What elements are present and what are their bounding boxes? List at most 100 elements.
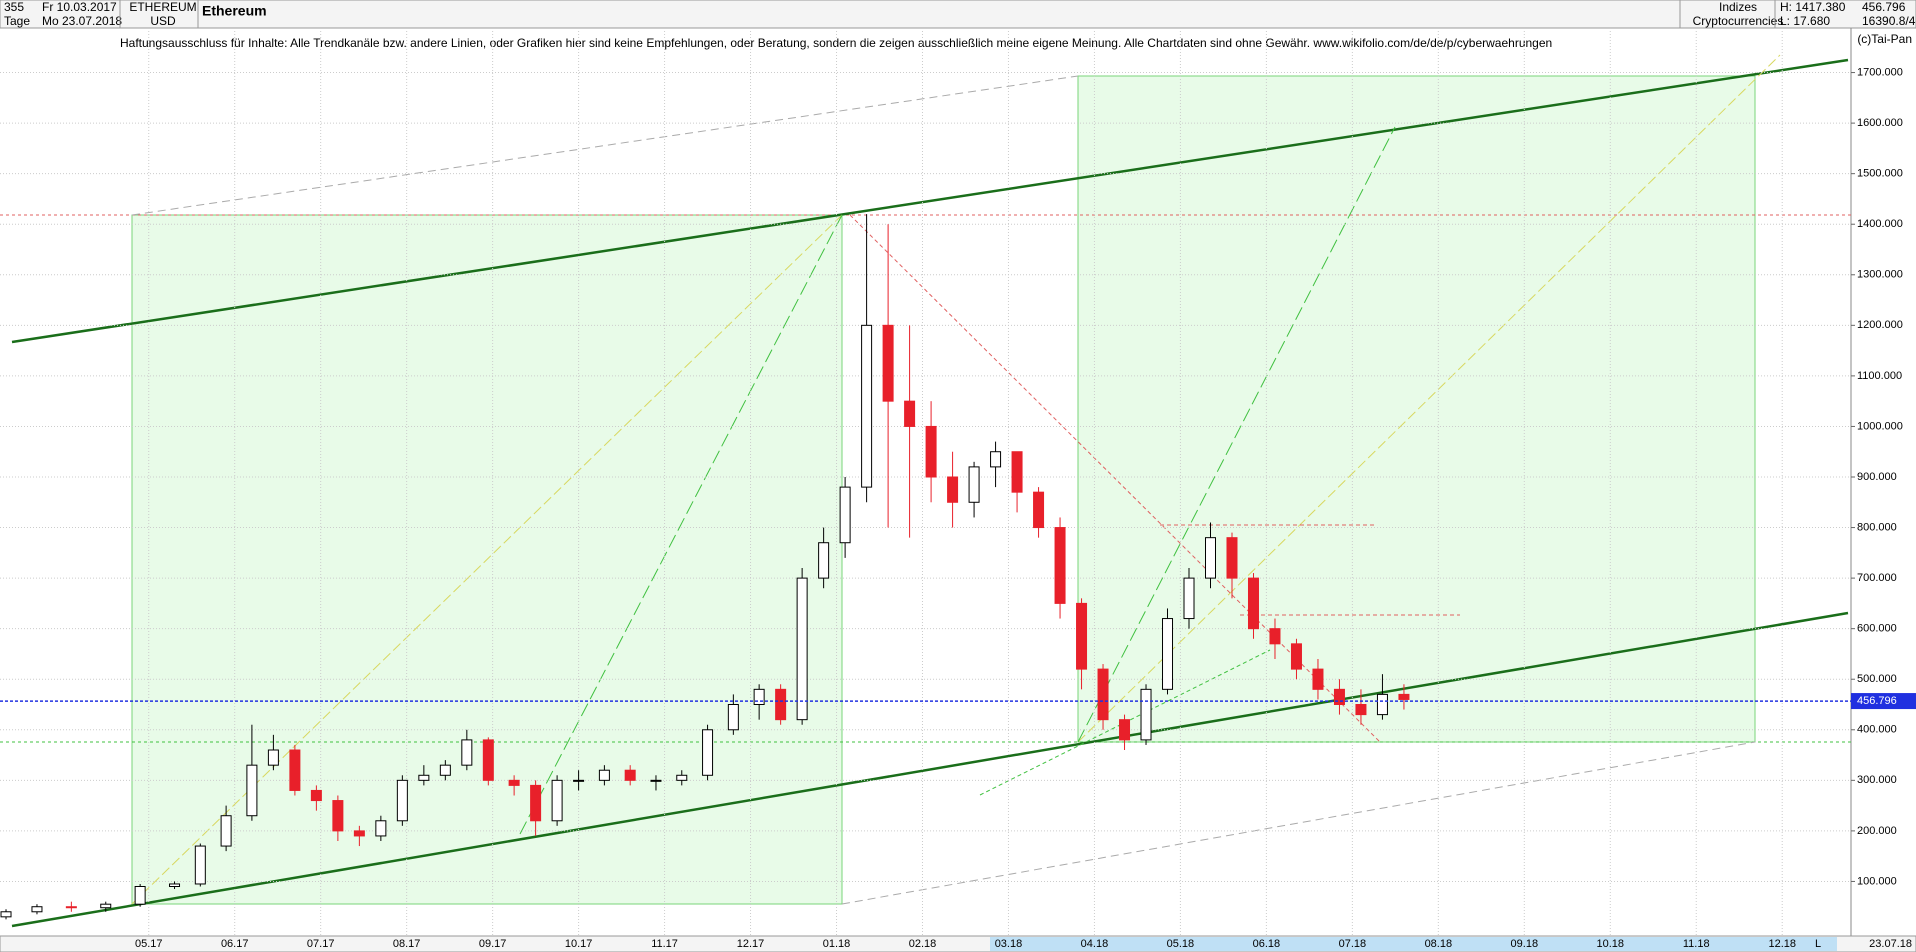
volume: 16390.8/4 bbox=[1862, 14, 1916, 28]
footer-date: 23.07.18 bbox=[1869, 938, 1912, 950]
header-bar bbox=[0, 0, 1916, 29]
candle-body bbox=[650, 779, 662, 782]
subgroup: Cryptocurrencies bbox=[1693, 14, 1784, 28]
candle-body bbox=[1269, 628, 1281, 645]
last-price-box bbox=[1851, 693, 1916, 710]
group: Indizes bbox=[1719, 0, 1757, 14]
candle-body bbox=[375, 820, 387, 837]
fan-line bbox=[131, 214, 843, 905]
candle-body bbox=[598, 769, 610, 781]
x-tick-label: 01.18 bbox=[823, 938, 851, 950]
y-tick-label: 1700.000 bbox=[1857, 66, 1903, 78]
y-tick-label: 200.000 bbox=[1857, 825, 1897, 837]
trend-line bbox=[841, 741, 1756, 905]
x-tick-label: 04.18 bbox=[1081, 938, 1109, 950]
candle-body bbox=[727, 704, 739, 731]
y-tick-label: 500.000 bbox=[1857, 673, 1897, 685]
candle-body bbox=[100, 903, 112, 909]
drawings bbox=[0, 54, 1851, 928]
candle-body bbox=[968, 466, 980, 503]
period-count[interactable]: 355 bbox=[4, 0, 24, 14]
x-tick-label: 02.18 bbox=[909, 938, 937, 950]
candle-body bbox=[461, 739, 473, 766]
x-tick-label: 06.18 bbox=[1253, 938, 1281, 950]
candle-body bbox=[990, 451, 1002, 468]
candle-body bbox=[220, 815, 232, 847]
x-tick-label: 05.18 bbox=[1167, 938, 1195, 950]
candle-body bbox=[1355, 704, 1367, 716]
candle-body bbox=[624, 769, 636, 781]
candle-body bbox=[289, 749, 301, 791]
x-tick-label: 12.17 bbox=[737, 938, 765, 950]
x-tick-label: 03.18 bbox=[995, 938, 1023, 950]
y-tick-label: 400.000 bbox=[1857, 724, 1897, 736]
date-from: Fr 10.03.2017 bbox=[42, 0, 117, 14]
y-tick-label: 1000.000 bbox=[1857, 420, 1903, 432]
unit[interactable]: Tage bbox=[4, 14, 30, 28]
candle-body bbox=[573, 779, 585, 782]
last-price-label: 456.796 bbox=[1857, 695, 1897, 707]
candle-body bbox=[530, 784, 542, 822]
low: L: 17.680 bbox=[1780, 14, 1830, 28]
x-tick-label: 08.18 bbox=[1425, 938, 1453, 950]
y-tick-label: 1300.000 bbox=[1857, 269, 1903, 281]
candle-body bbox=[1140, 688, 1152, 741]
x-tick-label: 07.17 bbox=[307, 938, 335, 950]
candle-body bbox=[0, 911, 12, 918]
candle-body bbox=[1183, 577, 1195, 620]
candle-body bbox=[65, 906, 77, 909]
fan-line bbox=[1077, 126, 1396, 743]
candle-body bbox=[1011, 451, 1023, 493]
copyright: (c)Tai-Pan bbox=[1857, 32, 1912, 46]
candle-body bbox=[31, 906, 43, 913]
symbol: ETHEREUM bbox=[129, 0, 196, 14]
candle-body bbox=[439, 764, 451, 776]
candle-body bbox=[1205, 537, 1217, 579]
candle-body bbox=[904, 400, 916, 427]
plot: 100.000 200.000 300.000 400.000 500.000 600.0… bbox=[0, 28, 1916, 936]
candle-body bbox=[1376, 693, 1388, 716]
candle-body bbox=[246, 764, 258, 817]
candle-body bbox=[1033, 491, 1045, 529]
candle-body bbox=[1054, 527, 1066, 604]
footer-scale: L bbox=[1815, 938, 1821, 950]
x-tick-label: 05.17 bbox=[135, 938, 163, 950]
y-tick-label: 900.000 bbox=[1857, 471, 1897, 483]
candle-body bbox=[551, 779, 563, 822]
x-tick-label: 06.17 bbox=[221, 938, 249, 950]
instrument-name: Ethereum bbox=[202, 3, 267, 19]
candle-body bbox=[1398, 693, 1410, 700]
x-tick-label: 11.18 bbox=[1683, 938, 1710, 950]
candle-body bbox=[267, 749, 279, 766]
x-tick-label: 12.18 bbox=[1768, 938, 1796, 950]
x-tick-label: 07.18 bbox=[1339, 938, 1367, 950]
last: 456.796 bbox=[1862, 0, 1906, 14]
y-tick-label: 1500.000 bbox=[1857, 168, 1903, 180]
candle-body bbox=[1076, 602, 1088, 670]
candle-body bbox=[1097, 668, 1109, 721]
y-tick-label: 1100.000 bbox=[1857, 370, 1902, 382]
candle-body bbox=[1226, 537, 1238, 579]
x-tick-label: 09.17 bbox=[479, 938, 507, 950]
y-tick-label: 600.000 bbox=[1857, 623, 1897, 635]
candle-body bbox=[1290, 643, 1302, 670]
y-tick-label: 1200.000 bbox=[1857, 319, 1903, 331]
candle-body bbox=[861, 324, 873, 488]
candle-body bbox=[353, 830, 365, 837]
candle-body bbox=[332, 800, 344, 832]
date-to: Mo 23.07.2018 bbox=[42, 14, 122, 28]
y-tick-label: 300.000 bbox=[1857, 774, 1897, 786]
x-tick-label: 08.17 bbox=[393, 938, 421, 950]
fan-line bbox=[849, 214, 1381, 743]
candle-body bbox=[775, 688, 787, 721]
y-tick-label: 800.000 bbox=[1857, 521, 1897, 533]
candle-body bbox=[676, 774, 688, 781]
candle-body bbox=[508, 779, 520, 786]
candle-body bbox=[818, 542, 830, 579]
candle-body bbox=[1247, 577, 1259, 630]
currency: USD bbox=[150, 14, 176, 28]
candle-body bbox=[418, 774, 430, 781]
candle-body bbox=[482, 739, 494, 781]
x-tick-label: 11.17 bbox=[651, 938, 678, 950]
